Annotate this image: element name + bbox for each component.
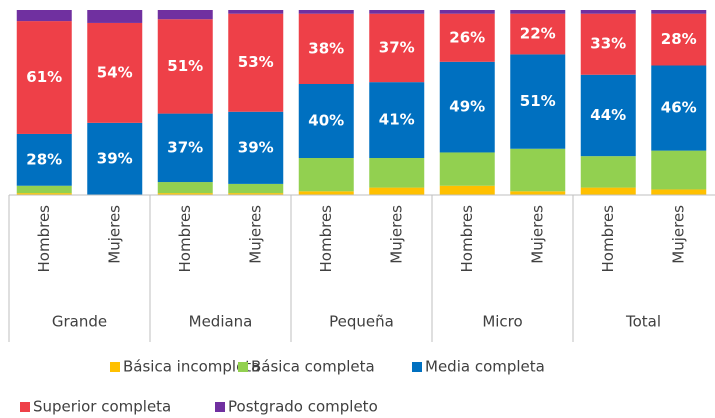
bar-segment	[651, 10, 707, 14]
value-label: 22%	[520, 25, 556, 43]
bar-segment	[228, 183, 284, 194]
bar-segment	[298, 10, 354, 14]
x-tick-label: Hombres	[599, 205, 617, 273]
legend-swatch	[412, 362, 422, 372]
legend-label: Básica completa	[251, 358, 375, 376]
group-label: Grande	[52, 313, 107, 331]
bar-segment	[87, 10, 143, 23]
x-tick-label: Hombres	[317, 205, 335, 273]
bar-segment	[228, 111, 284, 184]
bar-segment	[580, 13, 636, 75]
x-tick-label: Mujeres	[105, 205, 123, 264]
bar-segment	[439, 152, 495, 186]
bar-segment	[369, 13, 425, 83]
x-tick-label: Hombres	[176, 205, 194, 273]
legend-swatch	[215, 402, 225, 412]
bar-segment	[228, 193, 284, 195]
x-tick-label: Mujeres	[387, 205, 405, 264]
bar-segment	[580, 187, 636, 195]
bar-segment	[157, 193, 213, 195]
bar-segment	[510, 191, 566, 195]
bar-segment	[87, 122, 143, 195]
bar-segment	[298, 13, 354, 85]
bar-segment	[228, 10, 284, 14]
bar-segment	[16, 10, 72, 22]
x-tick-label: Hombres	[458, 205, 476, 273]
legend-label: Postgrado completo	[228, 398, 378, 416]
value-label: 40%	[308, 112, 344, 130]
legend-label: Superior completa	[33, 398, 171, 416]
group-label: Mediana	[189, 313, 253, 331]
value-label: 54%	[97, 63, 133, 81]
value-label: 53%	[238, 53, 274, 71]
value-label: 44%	[590, 106, 626, 124]
bar-segment	[369, 158, 425, 188]
bar-segment	[298, 84, 354, 158]
bar-segment	[87, 22, 143, 123]
bar-segment	[369, 187, 425, 195]
bar-segment	[16, 185, 72, 194]
bar-segment	[580, 156, 636, 188]
legend-label: Media completa	[425, 358, 545, 376]
value-label: 46%	[661, 99, 697, 117]
bar-segment	[157, 182, 213, 194]
bar-segment	[369, 82, 425, 158]
bar-segment	[369, 10, 425, 14]
bar-segment	[651, 150, 707, 190]
value-label: 41%	[379, 111, 415, 129]
value-label: 37%	[167, 138, 203, 156]
group-label: Micro	[482, 313, 522, 331]
value-label: 51%	[167, 57, 203, 75]
legend-label: Básica incompleta	[123, 358, 260, 376]
legend-swatch	[238, 362, 248, 372]
value-label: 61%	[26, 68, 62, 86]
value-label: 26%	[449, 28, 485, 46]
value-label: 37%	[379, 38, 415, 56]
bar-segment	[510, 148, 566, 192]
bar-segment	[439, 13, 495, 62]
x-tick-label: Mujeres	[669, 205, 687, 264]
x-tick-label: Mujeres	[246, 205, 264, 264]
value-label: 39%	[97, 149, 133, 167]
bar-segment	[651, 65, 707, 151]
bar-segment	[16, 133, 72, 186]
value-label: 39%	[238, 138, 274, 156]
bar-segment	[298, 191, 354, 195]
group-label: Total	[625, 313, 661, 331]
bar-segment	[298, 158, 354, 192]
legend-swatch	[110, 362, 120, 372]
bar-segment	[439, 61, 495, 153]
value-label: 28%	[661, 30, 697, 48]
bar-segment	[580, 74, 636, 157]
bar-segment	[439, 185, 495, 195]
bar-segment	[510, 10, 566, 14]
bar-segment	[228, 13, 284, 112]
value-label: 28%	[26, 150, 62, 168]
bar-segment	[510, 54, 566, 149]
value-label: 49%	[449, 98, 485, 116]
bar-segment	[510, 13, 566, 55]
bar-segment	[16, 21, 72, 134]
bar-segment	[580, 10, 636, 14]
value-label: 51%	[520, 92, 556, 110]
x-tick-label: Mujeres	[528, 205, 546, 264]
bar-segment	[651, 189, 707, 195]
x-tick-label: Hombres	[35, 205, 53, 273]
value-label: 38%	[308, 39, 344, 57]
value-label: 33%	[590, 35, 626, 53]
legend-swatch	[20, 402, 30, 412]
bar-segment	[16, 193, 72, 195]
group-label: Pequeña	[329, 313, 394, 331]
bar-segment	[157, 19, 213, 114]
bar-segment	[157, 113, 213, 183]
bar-segment	[651, 13, 707, 66]
bar-segment	[439, 10, 495, 14]
bar-segment	[157, 10, 213, 20]
